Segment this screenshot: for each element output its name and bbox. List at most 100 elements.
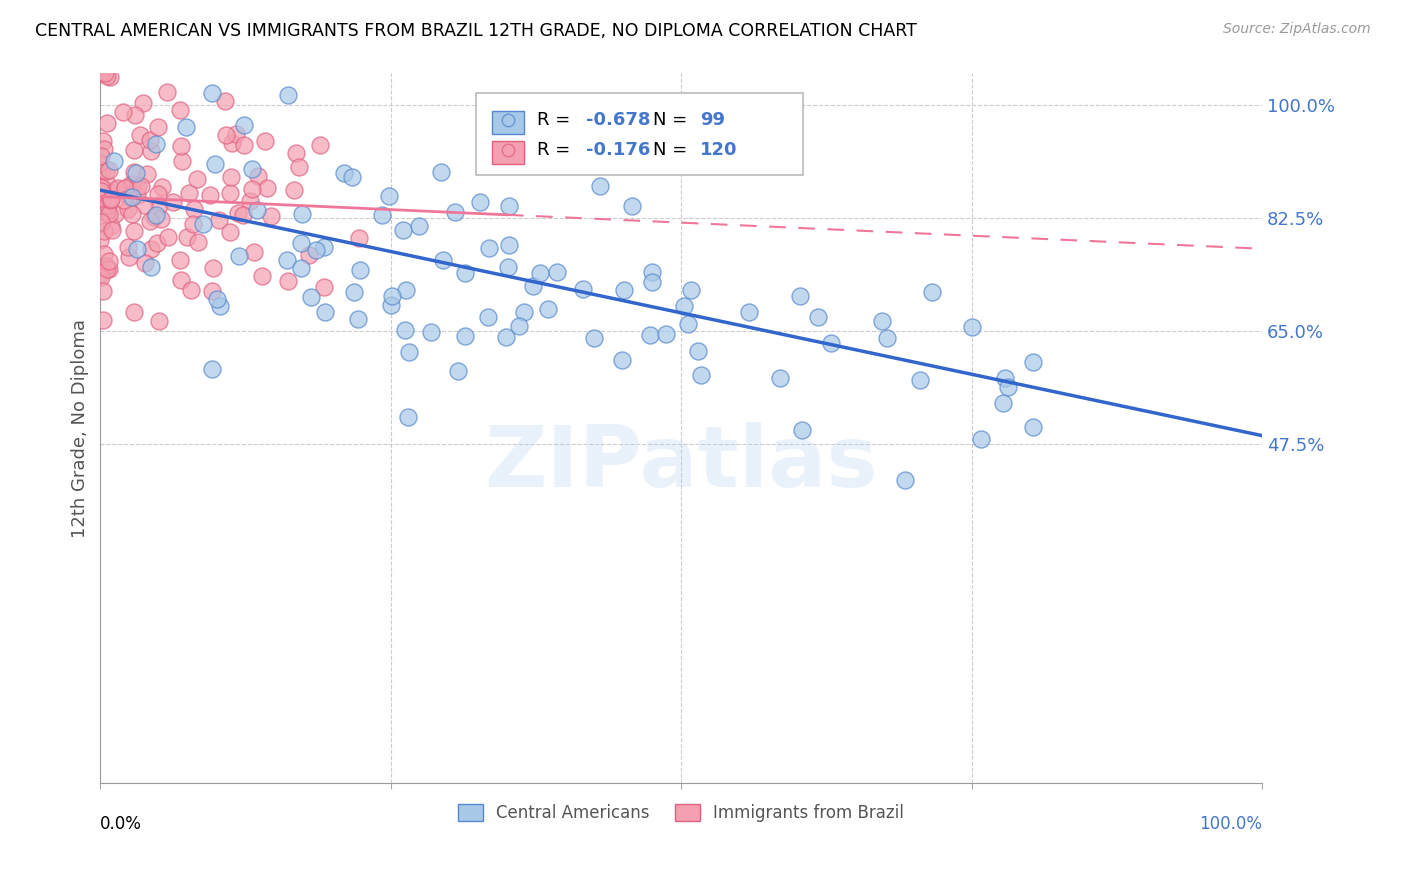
Point <box>214 94 236 108</box>
Point <box>960 320 983 334</box>
Point <box>96 206 118 220</box>
Point <box>122 304 145 318</box>
Point <box>181 217 204 231</box>
Text: CENTRAL AMERICAN VS IMMIGRANTS FROM BRAZIL 12TH GRADE, NO DIPLOMA CORRELATION CH: CENTRAL AMERICAN VS IMMIGRANTS FROM BRAZ… <box>35 22 917 40</box>
Point <box>134 255 156 269</box>
Point <box>145 137 167 152</box>
Point <box>396 410 419 425</box>
Point <box>378 188 401 202</box>
Point <box>298 248 321 262</box>
Point <box>98 162 121 177</box>
Point <box>145 235 167 250</box>
Point <box>474 124 496 138</box>
Point <box>690 368 713 383</box>
Point <box>290 235 312 250</box>
Point <box>143 210 166 224</box>
Point <box>97 207 120 221</box>
Point <box>121 178 143 192</box>
Point <box>454 329 477 343</box>
Point <box>89 268 111 282</box>
Text: N =: N = <box>654 141 693 159</box>
Point <box>285 145 308 160</box>
Point <box>221 136 243 151</box>
Point <box>395 283 418 297</box>
Point <box>655 327 678 342</box>
Point <box>180 283 202 297</box>
Point <box>172 154 194 169</box>
Point <box>121 206 143 220</box>
Point <box>447 363 470 377</box>
Point <box>177 186 200 200</box>
Point <box>247 169 270 184</box>
Point <box>139 243 162 257</box>
Point <box>620 199 643 213</box>
Point <box>806 310 828 324</box>
Point <box>129 179 152 194</box>
Point <box>346 312 368 326</box>
Point <box>686 343 709 358</box>
Point <box>226 206 249 220</box>
Point <box>432 253 454 268</box>
Point <box>146 187 169 202</box>
Point <box>349 262 371 277</box>
Point <box>162 195 184 210</box>
Point <box>444 204 467 219</box>
Point <box>314 240 336 254</box>
Point <box>97 178 120 193</box>
Text: -0.678: -0.678 <box>586 112 651 129</box>
Point <box>183 202 205 216</box>
Point <box>150 212 173 227</box>
Point <box>117 250 139 264</box>
Point <box>218 225 240 239</box>
Point <box>232 137 254 152</box>
Point <box>394 323 416 337</box>
Point <box>993 396 1015 410</box>
FancyBboxPatch shape <box>492 141 524 163</box>
Point <box>430 165 453 179</box>
Point <box>157 229 180 244</box>
Point <box>894 473 917 487</box>
Point <box>610 353 633 368</box>
Point <box>589 179 612 194</box>
Point <box>90 184 112 198</box>
Point <box>93 142 115 156</box>
Point <box>290 260 312 275</box>
Point <box>496 260 519 274</box>
FancyBboxPatch shape <box>492 112 524 134</box>
Point <box>572 282 595 296</box>
Point <box>508 318 530 333</box>
Point <box>640 265 662 279</box>
Point <box>256 181 278 195</box>
Point <box>122 223 145 237</box>
Point <box>277 87 299 102</box>
Point <box>420 326 443 340</box>
Point <box>498 237 520 252</box>
Point <box>309 138 332 153</box>
Point <box>98 70 121 85</box>
Point <box>254 134 277 148</box>
Point <box>91 134 114 148</box>
Point <box>145 208 167 222</box>
Point <box>90 181 112 195</box>
Point <box>792 423 814 437</box>
Point <box>90 180 112 194</box>
Text: -0.176: -0.176 <box>586 141 650 159</box>
Point <box>641 275 664 289</box>
Point <box>347 231 370 245</box>
Point <box>513 305 536 319</box>
Point <box>148 198 170 212</box>
Point <box>127 243 149 257</box>
Point <box>100 192 122 206</box>
Point <box>252 269 274 284</box>
Point <box>738 305 761 319</box>
Point <box>98 262 121 277</box>
Point <box>122 165 145 179</box>
Point <box>613 283 636 297</box>
Point <box>170 273 193 287</box>
Point <box>454 267 477 281</box>
Point <box>478 142 501 156</box>
Point <box>969 432 991 446</box>
Point <box>332 166 354 180</box>
Point <box>478 143 501 157</box>
Point <box>89 156 111 170</box>
